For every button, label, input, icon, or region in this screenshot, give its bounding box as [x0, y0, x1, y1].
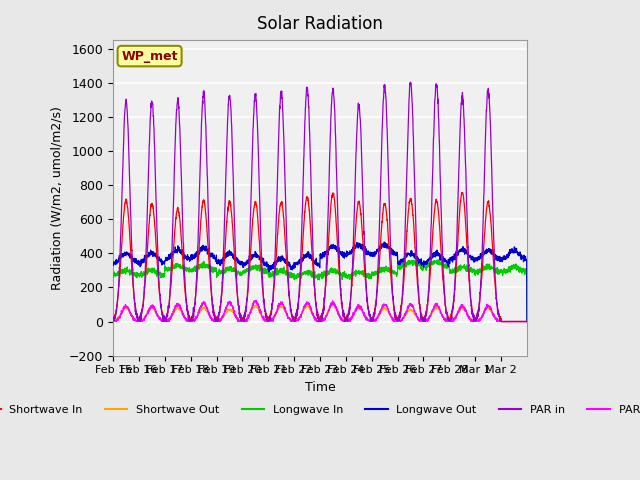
X-axis label: Time: Time: [305, 381, 335, 394]
Legend: Shortwave In, Shortwave Out, Longwave In, Longwave Out, PAR in, PAR out: Shortwave In, Shortwave Out, Longwave In…: [0, 401, 640, 420]
Text: WP_met: WP_met: [122, 49, 178, 62]
Title: Solar Radiation: Solar Radiation: [257, 15, 383, 33]
Y-axis label: Radiation (W/m2, umol/m2/s): Radiation (W/m2, umol/m2/s): [51, 106, 63, 290]
